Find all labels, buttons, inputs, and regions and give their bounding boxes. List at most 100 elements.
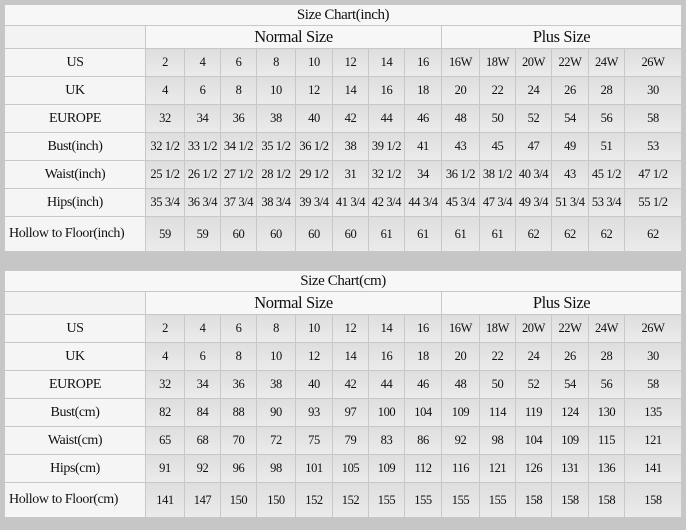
table-cell: 59 — [185, 217, 220, 251]
table-cell: 135 — [625, 399, 681, 426]
table-cell: 39 3/4 — [296, 189, 332, 216]
table-cell: 31 — [333, 161, 368, 188]
table-cell: 36 — [221, 105, 256, 132]
table-cell: 52 — [516, 105, 551, 132]
table-cell: 45 — [480, 133, 515, 160]
table-cell: 82 — [146, 399, 184, 426]
table-cell: 44 3/4 — [405, 189, 441, 216]
table-cell: 53 3/4 — [589, 189, 624, 216]
table-cell: 34 1/2 — [221, 133, 256, 160]
table-cell: 8 — [221, 343, 256, 370]
table-cell: 36 1/2 — [296, 133, 332, 160]
table-cell: 98 — [257, 455, 295, 482]
table-cell: 26 1/2 — [185, 161, 220, 188]
table-cell: 27 1/2 — [221, 161, 256, 188]
table-row: Bust(cm) 82 84 88 90 93 97 100 104 109 114 119 124 13… — [5, 399, 681, 426]
table-cell: 65 — [146, 427, 184, 454]
table-cell: 20W — [516, 315, 551, 342]
table-cell: 60 — [221, 217, 256, 251]
table-cell: 38 — [257, 371, 295, 398]
table-cell: 147 — [185, 483, 220, 517]
table-row: EUROPE 32 34 36 38 40 42 44 46 48 50 52 54 56 58 — [5, 371, 681, 398]
corner-cell — [5, 292, 145, 314]
table-cell: 16W — [442, 49, 479, 76]
table-cell: 24W — [589, 49, 624, 76]
table-cell: 75 — [296, 427, 332, 454]
size-chart-inch: Size Chart(inch) Normal Size Plus Size US 2 4… — [4, 4, 682, 252]
row-label: UK — [5, 343, 145, 370]
table-cell: 12 — [333, 315, 368, 342]
table-cell: 53 — [625, 133, 681, 160]
table-cell: 43 — [552, 161, 588, 188]
table-cell: 20W — [516, 49, 551, 76]
table-cell: 46 — [405, 371, 441, 398]
table-cell: 61 — [442, 217, 479, 251]
table-cell: 61 — [369, 217, 404, 251]
table-cell: 150 — [221, 483, 256, 517]
table-cell: 41 — [405, 133, 441, 160]
table-cell: 37 3/4 — [221, 189, 256, 216]
table-cell: 62 — [552, 217, 588, 251]
table-cell: 46 — [405, 105, 441, 132]
table-cell: 92 — [185, 455, 220, 482]
table-cell: 141 — [146, 483, 184, 517]
table-cell: 40 — [296, 371, 332, 398]
table-cell: 104 — [405, 399, 441, 426]
table-cell: 28 — [589, 343, 624, 370]
table-cell: 121 — [480, 455, 515, 482]
table-cell: 8 — [221, 77, 256, 104]
table-cell: 18 — [405, 77, 441, 104]
table-row: Waist(cm) 65 68 70 72 75 79 83 86 92 98 104 109 115 12… — [5, 427, 681, 454]
table-cell: 97 — [333, 399, 368, 426]
table-cell: 12 — [333, 49, 368, 76]
table-cell: 130 — [589, 399, 624, 426]
table-cell: 58 — [625, 371, 681, 398]
table-cell: 32 1/2 — [369, 161, 404, 188]
table-cell: 54 — [552, 371, 588, 398]
table-cell: 40 — [296, 105, 332, 132]
table-cell: 26W — [625, 49, 681, 76]
table-cell: 34 — [185, 105, 220, 132]
size-table: Size Chart(cm) Normal Size Plus Size US 2 4 6 8… — [4, 270, 682, 518]
table-cell: 34 — [405, 161, 441, 188]
table-row: US 2 4 6 8 10 12 14 16 16W 18W 20W 22W 24W 26W — [5, 315, 681, 342]
table-cell: 88 — [221, 399, 256, 426]
row-label: Waist(cm) — [5, 427, 145, 454]
table-cell: 10 — [257, 343, 295, 370]
table-cell: 24 — [516, 343, 551, 370]
table-cell: 98 — [480, 427, 515, 454]
table-cell: 4 — [146, 343, 184, 370]
table-cell: 155 — [405, 483, 441, 517]
table-cell: 155 — [369, 483, 404, 517]
table-cell: 16 — [369, 77, 404, 104]
table-cell: 28 1/2 — [257, 161, 295, 188]
table-cell: 33 1/2 — [185, 133, 220, 160]
table-cell: 49 — [552, 133, 588, 160]
table-cell: 60 — [257, 217, 295, 251]
table-cell: 155 — [480, 483, 515, 517]
table-cell: 45 3/4 — [442, 189, 479, 216]
table-row: Hollow to Floor(inch) 59 59 60 60 60 60 61 61 61 6… — [5, 217, 681, 251]
table-cell: 109 — [552, 427, 588, 454]
table-cell: 2 — [146, 49, 184, 76]
table-cell: 47 — [516, 133, 551, 160]
table-cell: 56 — [589, 371, 624, 398]
table-cell: 25 1/2 — [146, 161, 184, 188]
table-cell: 50 — [480, 371, 515, 398]
table-cell: 59 — [146, 217, 184, 251]
group-header-row: Normal Size Plus Size — [5, 292, 681, 314]
table-cell: 30 — [625, 77, 681, 104]
table-cell: 68 — [185, 427, 220, 454]
table-cell: 114 — [480, 399, 515, 426]
table-cell: 86 — [405, 427, 441, 454]
table-cell: 152 — [333, 483, 368, 517]
table-cell: 121 — [625, 427, 681, 454]
table-cell: 48 — [442, 371, 479, 398]
table-cell: 6 — [221, 49, 256, 76]
chart-title: Size Chart(cm) — [5, 271, 681, 291]
table-cell: 131 — [552, 455, 588, 482]
corner-cell — [5, 26, 145, 48]
table-cell: 141 — [625, 455, 681, 482]
table-cell: 112 — [405, 455, 441, 482]
table-cell: 116 — [442, 455, 479, 482]
